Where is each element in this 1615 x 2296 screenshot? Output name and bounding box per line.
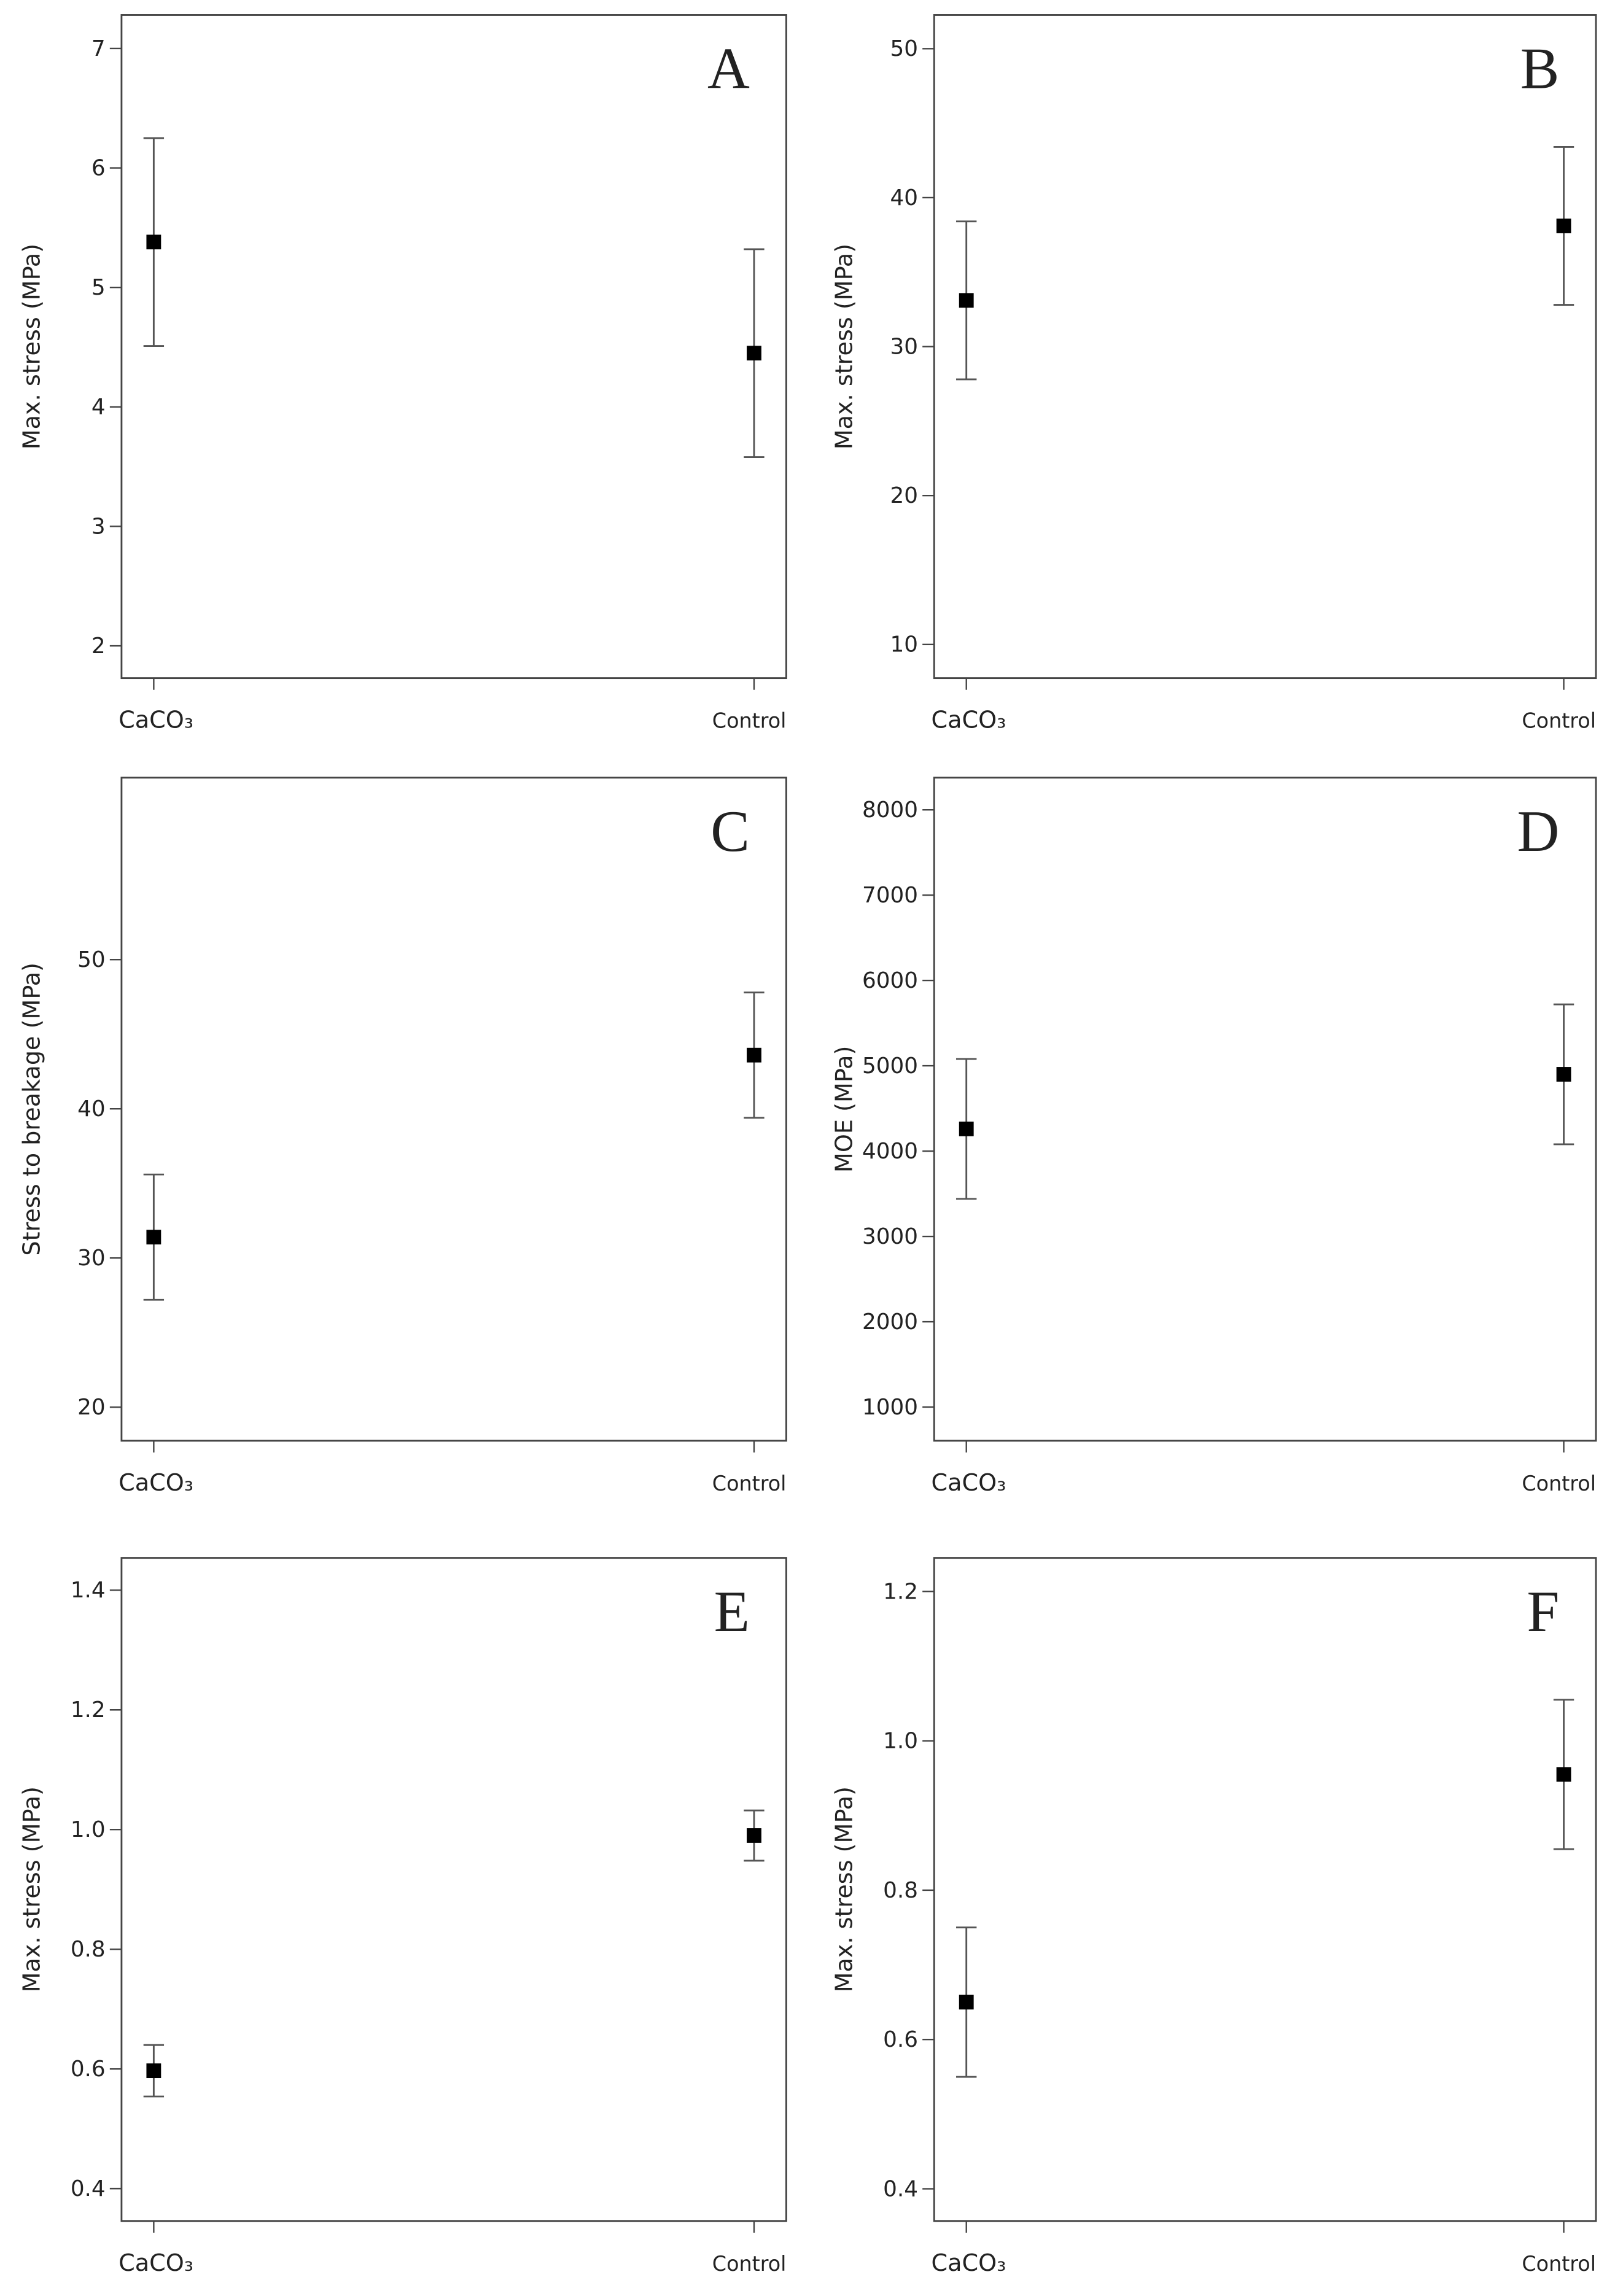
y-tick-label: 1000 (862, 1395, 918, 1420)
y-tick-label: 40 (890, 185, 919, 211)
y-tick-label: 2000 (862, 1309, 918, 1335)
x-tick-label: CaCO₃ (119, 2249, 193, 2276)
plot-frame (933, 1557, 1597, 2222)
panel: 10 20 30 40 50 CaCO₃ Control Max. stress (MPa) B (831, 14, 1597, 734)
y-tick-label: 1.2 (71, 1697, 106, 1723)
panel: 0.4 0.6 0.8 1.0 1.2 CaCO₃ Control Max. stress (… (831, 1557, 1597, 2276)
x-tick-label: Control (712, 2252, 787, 2276)
y-tick-label: 1.2 (883, 1579, 918, 1604)
y-tick-label: 6 (91, 156, 106, 181)
y-tick-label: 0.4 (883, 2176, 918, 2201)
x-tick-label: CaCO₃ (931, 2249, 1006, 2276)
point (146, 1230, 162, 1245)
x-tick-label: CaCO₃ (119, 1469, 193, 1496)
y-tick-label: 4 (91, 395, 106, 420)
point (747, 1828, 761, 1843)
y-tick-label: 50 (77, 947, 106, 972)
y-tick-label: 5 (91, 275, 106, 300)
y-tick-label: 2 (91, 634, 106, 659)
panel-letter: D (1517, 799, 1560, 864)
y-tick-label: 4000 (862, 1139, 918, 1164)
y-tick-label: 1.0 (883, 1729, 918, 1754)
panel-letter: B (1520, 36, 1560, 101)
point (747, 1047, 761, 1063)
point (959, 293, 974, 308)
y-axis-label: Max. stress (MPa) (18, 244, 45, 449)
y-tick-label: 50 (890, 36, 919, 61)
point (747, 346, 761, 361)
panel: 20 30 40 50 CaCO₃ Control Stress to breakage (… (18, 777, 787, 1496)
plot-frame (120, 14, 787, 680)
panel-letter: A (707, 36, 750, 101)
y-tick-label: 40 (77, 1096, 106, 1122)
y-tick-label: 20 (890, 483, 919, 508)
y-axis-label: Max. stress (MPa) (831, 244, 858, 449)
x-tick-label: Control (712, 1472, 787, 1495)
plot-frame (120, 1557, 787, 2222)
point (959, 1121, 974, 1136)
y-tick-label: 1.0 (71, 1817, 106, 1842)
plot-frame (120, 777, 787, 1442)
panel-letter: C (710, 799, 750, 864)
panel: 1000 2000 3000 4000 5000 6000 7000 8000 CaCO₃ Con… (831, 777, 1597, 1496)
y-tick-label: 8000 (862, 797, 918, 823)
y-tick-label: 7 (91, 36, 106, 61)
plot-frame (933, 777, 1597, 1442)
x-tick-label: Control (712, 709, 787, 733)
x-tick-label: CaCO₃ (931, 707, 1006, 734)
y-tick-label: 0.6 (883, 2027, 918, 2052)
x-tick-label: Control (1522, 1472, 1596, 1495)
point (1556, 1067, 1571, 1082)
y-axis-label: Max. stress (MPa) (18, 1786, 45, 1992)
y-axis-label: Stress to breakage (MPa) (18, 963, 45, 1256)
y-tick-label: 7000 (862, 883, 918, 908)
x-tick-label: CaCO₃ (119, 707, 193, 734)
x-tick-label: Control (1522, 2252, 1596, 2276)
panel: 0.4 0.6 0.8 1.0 1.2 1.4 CaCO₃ Control Max. stres… (18, 1557, 787, 2276)
y-tick-label: 0.8 (883, 1878, 918, 1903)
panel-letter: E (714, 1579, 750, 1644)
point (146, 235, 162, 250)
y-tick-label: 0.8 (71, 1937, 106, 1962)
panel-letter: F (1527, 1579, 1559, 1644)
y-tick-label: 6000 (862, 968, 918, 993)
y-tick-label: 5000 (862, 1053, 918, 1079)
y-tick-label: 3000 (862, 1224, 918, 1249)
y-axis-label: MOE (MPa) (831, 1046, 858, 1173)
point (1556, 1767, 1571, 1782)
y-tick-label: 30 (77, 1246, 106, 1271)
x-tick-label: Control (1522, 709, 1596, 733)
y-tick-label: 10 (890, 632, 919, 657)
point (146, 2063, 162, 2079)
y-tick-label: 1.4 (71, 1578, 106, 1603)
point (959, 1995, 974, 2010)
y-tick-label: 20 (77, 1395, 106, 1420)
y-axis-label: Max. stress (MPa) (831, 1786, 858, 1992)
x-tick-label: CaCO₃ (931, 1469, 1006, 1496)
point (1556, 219, 1571, 233)
panel: 2 3 4 5 6 7 CaCO₃ Control Max. stress (MPa) A (18, 14, 787, 734)
y-tick-label: 3 (91, 514, 106, 539)
plot-frame (933, 14, 1597, 680)
y-tick-label: 30 (890, 334, 919, 359)
y-tick-label: 0.4 (71, 2176, 106, 2201)
y-tick-label: 0.6 (71, 2057, 106, 2082)
